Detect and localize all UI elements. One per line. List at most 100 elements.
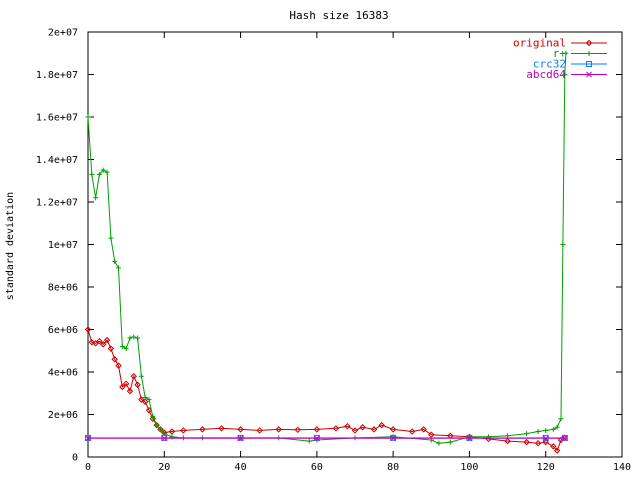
- data-point: [119, 383, 126, 391]
- data-point: [119, 344, 125, 349]
- data-point: [542, 435, 549, 442]
- data-point: [100, 167, 106, 173]
- data-point: [103, 336, 111, 344]
- data-point: [112, 259, 118, 264]
- data-point: [550, 426, 556, 432]
- legend-marker: [586, 71, 592, 78]
- data-point: [85, 435, 91, 442]
- data-point: [85, 114, 91, 120]
- data-point: [96, 337, 103, 345]
- data-point: [370, 426, 378, 433]
- legend-marker: [585, 39, 593, 47]
- data-point: [154, 422, 160, 428]
- data-point: [134, 381, 141, 388]
- x-axis: 0 20 40 60 80 100 120 140: [85, 32, 631, 473]
- series-abcd64: [85, 435, 568, 442]
- data-point: [237, 426, 244, 433]
- data-point: [107, 345, 115, 352]
- data-point: [524, 431, 530, 437]
- data-point: [428, 431, 435, 438]
- data-point: [92, 340, 99, 347]
- data-point: [96, 171, 102, 177]
- legend-label: crc32: [533, 58, 566, 71]
- data-point: [168, 428, 176, 435]
- y-tick-label: 6e+06: [48, 325, 78, 336]
- data-point: [562, 72, 568, 77]
- y-tick-label: 2e+06: [48, 410, 78, 421]
- data-point: [332, 425, 340, 432]
- data-point: [550, 443, 557, 450]
- data-point: [161, 435, 168, 442]
- data-point: [116, 265, 122, 271]
- data-point: [130, 373, 137, 380]
- data-point: [126, 387, 134, 395]
- y-tick-label: 2e+07: [48, 28, 78, 39]
- data-point: [127, 335, 133, 341]
- data-point: [306, 438, 312, 444]
- y-tick-label: 1.6e+07: [36, 113, 78, 124]
- data-point: [142, 395, 148, 400]
- data-point: [543, 427, 549, 433]
- data-point: [199, 426, 206, 433]
- data-point: [123, 346, 129, 352]
- y-tick-label: 1e+07: [48, 240, 78, 251]
- y-tick-label: 4e+06: [48, 368, 78, 379]
- data-point: [122, 380, 130, 387]
- data-point: [561, 435, 568, 442]
- data-point: [314, 435, 320, 442]
- data-point: [108, 235, 114, 241]
- data-point: [218, 425, 225, 432]
- data-point: [390, 435, 396, 442]
- data-point: [150, 414, 156, 420]
- data-point: [115, 362, 122, 369]
- data-point: [104, 169, 110, 175]
- y-tick-label: 1.2e+07: [36, 198, 78, 209]
- y-tick-label: 1.4e+07: [36, 155, 78, 166]
- data-point: [256, 427, 263, 434]
- data-point: [138, 396, 145, 403]
- data-point: [294, 426, 301, 434]
- data-point: [389, 426, 397, 433]
- data-point: [146, 397, 152, 403]
- y-tick-label: 0: [72, 453, 78, 464]
- legend-label: abcd64: [526, 68, 566, 81]
- data-point: [535, 429, 541, 434]
- data-point: [534, 439, 542, 447]
- data-point: [275, 426, 282, 433]
- series-layer: [84, 50, 569, 454]
- data-point: [93, 195, 99, 201]
- legend-marker: [586, 51, 592, 56]
- legend-label: original: [513, 37, 566, 50]
- data-point: [313, 426, 321, 433]
- data-point: [142, 398, 149, 405]
- data-point: [351, 427, 359, 434]
- x-tick-label: 0: [85, 462, 91, 473]
- data-point: [84, 326, 92, 333]
- data-point: [89, 171, 95, 177]
- data-point: [111, 356, 118, 363]
- data-point: [436, 440, 442, 446]
- data-point: [554, 424, 560, 430]
- x-tick-label: 40: [235, 462, 247, 473]
- legend-marker: [586, 61, 592, 67]
- data-point: [563, 50, 569, 56]
- data-point: [466, 435, 473, 442]
- y-axis-label: standard deviation: [5, 192, 16, 300]
- data-point: [359, 424, 366, 431]
- data-point: [138, 373, 144, 379]
- x-tick-label: 20: [158, 462, 170, 473]
- data-point: [131, 334, 137, 340]
- data-point: [180, 427, 187, 434]
- data-point: [553, 447, 561, 454]
- y-tick-label: 8e+06: [48, 283, 78, 294]
- data-point: [157, 426, 163, 432]
- data-point: [149, 415, 157, 422]
- data-point: [100, 341, 107, 348]
- x-tick-label: 120: [537, 462, 555, 473]
- y-tick-label: 1.8e+07: [36, 70, 78, 81]
- data-point: [409, 428, 416, 435]
- data-point: [542, 438, 549, 446]
